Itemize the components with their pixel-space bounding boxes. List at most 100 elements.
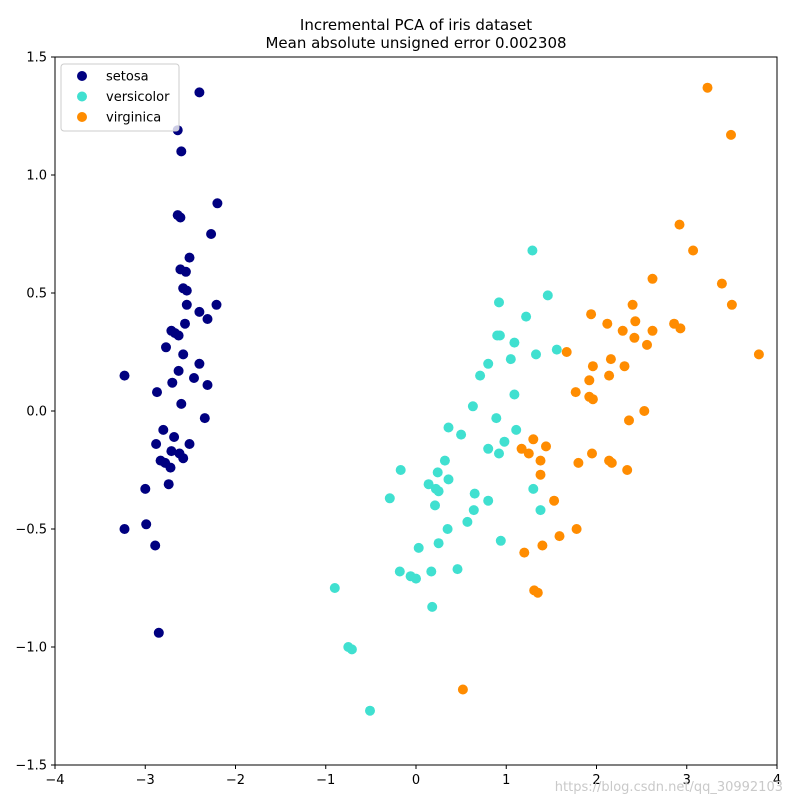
point-setosa-4 <box>175 212 186 223</box>
point-versicolor-25 <box>423 479 434 490</box>
axis-ticks: −4 −3 −2 −1 0 1 2 3 4 1.5 1.0 0.5 0.0 −0.5 −1.0 −1.5 <box>15 51 781 789</box>
chart-subtitle: Mean absolute unsigned error 0.002308 <box>265 34 566 52</box>
point-versicolor-49 <box>365 705 375 716</box>
point-versicolor-22 <box>395 465 406 475</box>
point-virginica-23 <box>584 375 595 386</box>
point-setosa-20 <box>161 342 171 353</box>
point-setosa-45 <box>150 540 161 551</box>
point-versicolor-11 <box>475 370 486 381</box>
point-setosa-7 <box>184 252 195 263</box>
point-virginica-0 <box>702 82 713 93</box>
x-tick-label: 4 <box>773 773 781 788</box>
point-versicolor-6 <box>509 337 520 348</box>
x-tick-label: −3 <box>136 773 155 788</box>
legend: setosa versicolor virginica <box>60 63 180 132</box>
point-virginica-42 <box>554 531 565 542</box>
point-setosa-6 <box>206 229 217 239</box>
point-virginica-9 <box>630 316 641 327</box>
point-virginica-47 <box>457 684 468 695</box>
point-setosa-25 <box>189 373 199 383</box>
point-virginica-2 <box>674 219 685 230</box>
point-versicolor-39 <box>413 542 424 553</box>
point-setosa-44 <box>141 519 152 530</box>
point-versicolor-13 <box>467 401 478 412</box>
point-versicolor-21 <box>439 455 450 466</box>
point-virginica-8 <box>586 309 597 320</box>
point-versicolor-46 <box>427 601 438 612</box>
point-versicolor-42 <box>411 573 421 584</box>
point-versicolor-31 <box>384 493 395 504</box>
point-versicolor-14 <box>456 429 467 440</box>
y-tick-label: 1.0 <box>26 169 47 184</box>
point-versicolor-40 <box>394 566 405 577</box>
point-virginica-44 <box>519 547 530 558</box>
point-versicolor-35 <box>462 516 473 527</box>
point-setosa-14 <box>194 306 205 317</box>
point-versicolor-23 <box>432 467 443 478</box>
point-virginica-17 <box>561 347 572 357</box>
point-setosa-2 <box>176 146 187 157</box>
point-setosa-13 <box>211 299 222 310</box>
legend-marker-virginica <box>77 112 87 122</box>
y-tick-label: 0.0 <box>26 405 47 420</box>
point-versicolor-5 <box>494 330 505 341</box>
point-virginica-13 <box>647 325 658 336</box>
point-virginica-34 <box>587 448 597 459</box>
point-virginica-6 <box>627 299 638 310</box>
point-versicolor-12 <box>509 389 520 400</box>
chart-title: Incremental PCA of iris dataset <box>300 16 532 34</box>
point-versicolor-1 <box>542 290 553 301</box>
point-setosa-34 <box>151 439 162 449</box>
y-tick-label: −1.5 <box>15 759 47 774</box>
x-tick-label: 2 <box>592 773 600 788</box>
point-virginica-10 <box>602 318 613 329</box>
point-versicolor-20 <box>494 448 504 459</box>
point-virginica-16 <box>642 339 652 350</box>
watermark-text: https://blog.csdn.net/qq_30992103 <box>555 780 783 795</box>
point-versicolor-32 <box>430 500 440 511</box>
point-versicolor-36 <box>442 524 453 534</box>
point-versicolor-24 <box>443 474 454 485</box>
point-virginica-32 <box>523 448 534 459</box>
point-virginica-24 <box>570 387 581 398</box>
point-virginica-39 <box>535 469 546 480</box>
legend-label-virginica: virginica <box>106 111 161 126</box>
point-virginica-27 <box>639 406 650 416</box>
point-virginica-5 <box>716 278 727 289</box>
point-versicolor-34 <box>535 505 546 516</box>
point-setosa-27 <box>202 380 213 390</box>
point-versicolor-16 <box>511 424 522 435</box>
point-virginica-41 <box>571 524 582 534</box>
point-virginica-40 <box>549 495 560 506</box>
point-versicolor-38 <box>433 538 444 549</box>
point-virginica-22 <box>604 370 615 381</box>
point-virginica-37 <box>573 457 584 468</box>
point-versicolor-27 <box>433 486 444 497</box>
point-virginica-12 <box>617 325 628 336</box>
legend-box <box>60 63 180 132</box>
point-versicolor-18 <box>499 436 510 447</box>
point-virginica-19 <box>605 354 616 365</box>
point-virginica-36 <box>606 457 617 468</box>
legend-label-setosa: setosa <box>106 70 149 85</box>
point-setosa-31 <box>158 424 169 435</box>
point-versicolor-3 <box>521 311 532 322</box>
point-virginica-30 <box>541 441 551 452</box>
point-versicolor-43 <box>426 566 437 577</box>
point-setosa-37 <box>178 453 189 464</box>
point-setosa-12 <box>181 299 192 310</box>
point-versicolor-37 <box>495 535 506 546</box>
point-virginica-46 <box>532 587 543 598</box>
point-virginica-18 <box>753 349 764 360</box>
point-setosa-35 <box>166 446 177 457</box>
point-versicolor-48 <box>346 644 357 655</box>
point-virginica-38 <box>622 465 633 475</box>
point-virginica-29 <box>528 434 539 445</box>
point-virginica-4 <box>647 273 658 284</box>
point-setosa-23 <box>119 370 130 381</box>
point-setosa-11 <box>181 285 192 296</box>
point-virginica-20 <box>587 361 598 372</box>
point-setosa-28 <box>152 387 162 398</box>
point-setosa-21 <box>178 349 189 360</box>
point-setosa-40 <box>165 462 176 473</box>
